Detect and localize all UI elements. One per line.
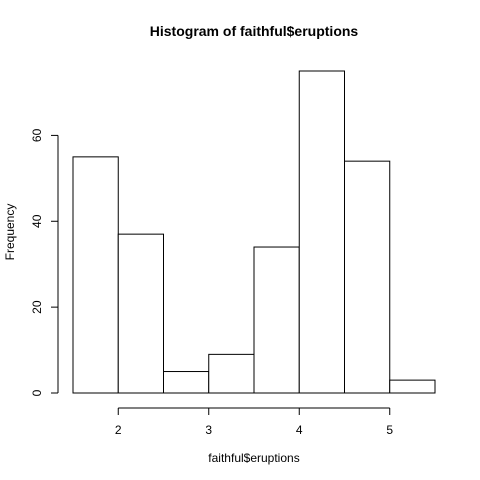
- histogram-bar: [389, 379, 436, 394]
- x-axis-label: faithful$eruptions: [208, 451, 299, 465]
- x-tick-label: 2: [115, 423, 122, 437]
- x-tick-label: 4: [296, 423, 303, 437]
- x-tick-label: 3: [205, 423, 212, 437]
- x-axis: 2 3 4 5: [115, 407, 393, 437]
- histogram-bar: [344, 160, 391, 394]
- y-axis: 0 20 40 60: [30, 128, 59, 396]
- y-tick-label: 20: [30, 300, 44, 314]
- histogram-bar: [163, 371, 210, 394]
- y-axis-label: Frequency: [3, 204, 17, 261]
- histogram-bar: [253, 246, 300, 394]
- histogram-bar: [208, 353, 255, 394]
- y-tick-label: 40: [30, 214, 44, 228]
- histogram-bar: [72, 156, 119, 394]
- y-tick-label: 0: [30, 389, 44, 396]
- y-tick-label: 60: [30, 128, 44, 142]
- x-tick-label: 5: [386, 423, 393, 437]
- histogram-bar: [298, 70, 345, 394]
- bars-group: [72, 70, 436, 394]
- chart-title: Histogram of faithful$eruptions: [150, 23, 359, 39]
- histogram-bar: [117, 233, 164, 394]
